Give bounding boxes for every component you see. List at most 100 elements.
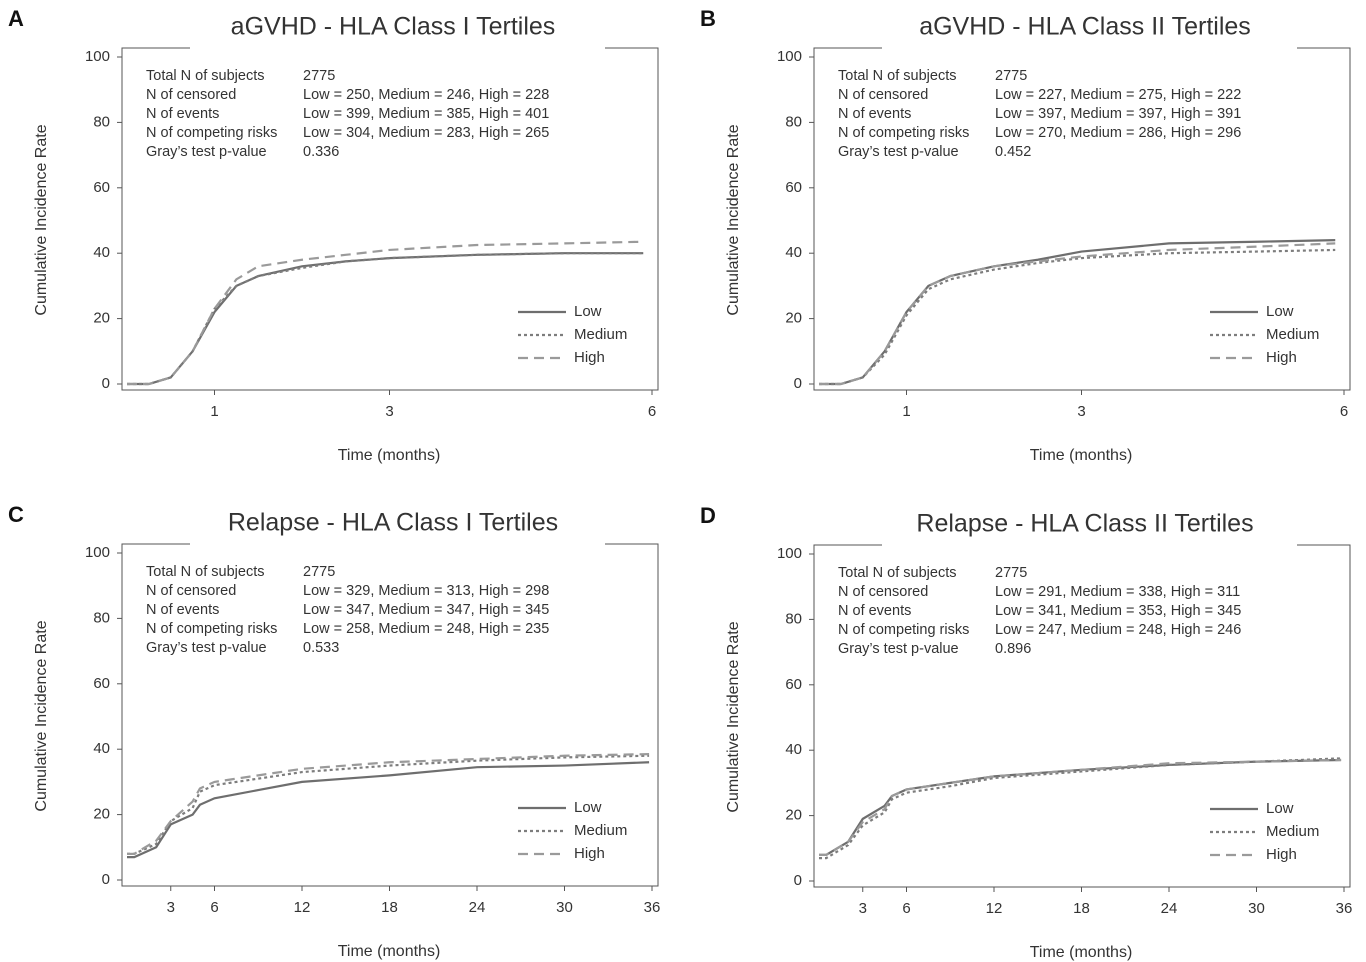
x-tick-label: 24 bbox=[469, 899, 486, 916]
legend-label: Low bbox=[1266, 800, 1294, 817]
y-tick-label: 100 bbox=[777, 545, 802, 562]
y-tick-label: 100 bbox=[85, 48, 110, 65]
y-tick-label: 80 bbox=[785, 113, 802, 130]
chart-title: aGVHD - HLA Class I Tertiles bbox=[231, 13, 556, 41]
panel-label: C bbox=[8, 502, 24, 527]
stat-label: N of competing risks bbox=[838, 125, 969, 141]
stat-value: Low = 247, Medium = 248, High = 246 bbox=[995, 622, 1241, 638]
stat-label: Gray’s test p-value bbox=[838, 144, 959, 160]
stat-label: Total N of subjects bbox=[838, 68, 956, 84]
stat-value: 2775 bbox=[303, 68, 335, 84]
y-tick-label: 40 bbox=[785, 244, 802, 261]
series-line bbox=[819, 248, 1336, 386]
title-backdrop bbox=[882, 533, 1297, 557]
y-tick-label: 80 bbox=[93, 609, 110, 626]
y-tick-label: 40 bbox=[785, 741, 802, 758]
x-tick-label: 18 bbox=[1073, 900, 1090, 917]
series-line bbox=[127, 240, 644, 386]
stat-label: Gray’s test p-value bbox=[146, 144, 267, 160]
x-axis-label: Time (months) bbox=[338, 943, 441, 960]
y-tick-label: 80 bbox=[785, 610, 802, 627]
stat-value: Low = 250, Medium = 246, High = 228 bbox=[303, 87, 549, 103]
x-axis-label: Time (months) bbox=[1030, 944, 1133, 961]
x-tick-label: 6 bbox=[648, 403, 656, 420]
stat-label: Gray’s test p-value bbox=[838, 641, 959, 657]
y-tick-label: 0 bbox=[102, 375, 110, 392]
series-line bbox=[819, 758, 1342, 856]
y-tick-label: 60 bbox=[93, 675, 110, 692]
x-tick-label: 24 bbox=[1161, 900, 1178, 917]
x-tick-label: 30 bbox=[556, 899, 573, 916]
stat-value: Low = 291, Medium = 338, High = 311 bbox=[995, 584, 1240, 600]
stat-value: Low = 347, Medium = 347, High = 345 bbox=[303, 602, 549, 618]
y-tick-label: 0 bbox=[794, 375, 802, 392]
panel-label: A bbox=[8, 6, 24, 31]
x-tick-label: 36 bbox=[1336, 900, 1353, 917]
stat-value: 0.336 bbox=[303, 144, 339, 160]
y-tick-label: 20 bbox=[785, 807, 802, 824]
legend-label: Medium bbox=[574, 326, 627, 343]
stat-value: Low = 397, Medium = 397, High = 391 bbox=[995, 106, 1241, 122]
x-tick-label: 12 bbox=[986, 900, 1003, 917]
stat-value: 0.452 bbox=[995, 144, 1031, 160]
x-axis-label: Time (months) bbox=[1030, 447, 1133, 464]
x-axis-label: Time (months) bbox=[338, 447, 441, 464]
legend-label: High bbox=[574, 349, 605, 366]
chart-title: aGVHD - HLA Class II Tertiles bbox=[919, 13, 1251, 41]
y-tick-label: 80 bbox=[93, 113, 110, 130]
legend-label: Medium bbox=[1266, 326, 1319, 343]
y-axis-label: Cumulative Incidence Rate bbox=[725, 124, 742, 315]
y-axis-label: Cumulative Incidence Rate bbox=[725, 621, 742, 812]
stat-value: 2775 bbox=[303, 564, 335, 580]
stat-value: Low = 304, Medium = 283, High = 265 bbox=[303, 125, 549, 141]
series-line bbox=[819, 757, 1342, 860]
stat-label: N of events bbox=[146, 602, 219, 618]
series-line bbox=[127, 252, 644, 386]
stat-label: Total N of subjects bbox=[146, 564, 264, 580]
y-tick-label: 0 bbox=[794, 872, 802, 889]
x-tick-label: 3 bbox=[385, 403, 393, 420]
title-backdrop bbox=[190, 36, 605, 60]
stat-label: N of censored bbox=[146, 87, 236, 103]
stat-value: Low = 270, Medium = 286, High = 296 bbox=[995, 125, 1241, 141]
stat-label: Total N of subjects bbox=[146, 68, 264, 84]
panel: D Relapse - HLA Class II Tertiles Time (mo… bbox=[700, 503, 1352, 961]
x-tick-label: 3 bbox=[1077, 403, 1085, 420]
x-tick-label: 3 bbox=[859, 900, 867, 917]
stat-label: Gray’s test p-value bbox=[146, 640, 267, 656]
chart-title: Relapse - HLA Class II Tertiles bbox=[916, 510, 1253, 538]
legend-label: Low bbox=[574, 799, 602, 816]
legend-label: High bbox=[1266, 349, 1297, 366]
panel: C Relapse - HLA Class I Tertiles Time (mon… bbox=[8, 502, 660, 960]
x-tick-label: 30 bbox=[1248, 900, 1265, 917]
series-line bbox=[127, 252, 644, 386]
y-tick-label: 100 bbox=[85, 544, 110, 561]
stat-value: 0.533 bbox=[303, 640, 339, 656]
stat-value: Low = 341, Medium = 353, High = 345 bbox=[995, 603, 1241, 619]
stat-label: N of competing risks bbox=[838, 622, 969, 638]
stat-label: N of competing risks bbox=[146, 621, 277, 637]
title-backdrop bbox=[882, 36, 1297, 60]
stat-label: Total N of subjects bbox=[838, 565, 956, 581]
stat-value: Low = 329, Medium = 313, High = 298 bbox=[303, 583, 549, 599]
legend-label: Medium bbox=[1266, 823, 1319, 840]
legend-label: Medium bbox=[574, 822, 627, 839]
legend-label: Low bbox=[1266, 303, 1294, 320]
series-line bbox=[127, 753, 650, 855]
stat-label: N of censored bbox=[838, 584, 928, 600]
legend-label: High bbox=[1266, 846, 1297, 863]
stat-label: N of censored bbox=[146, 583, 236, 599]
series-line bbox=[819, 242, 1336, 386]
y-tick-label: 0 bbox=[102, 871, 110, 888]
y-tick-label: 20 bbox=[785, 310, 802, 327]
stat-value: Low = 227, Medium = 275, High = 222 bbox=[995, 87, 1241, 103]
y-tick-label: 40 bbox=[93, 244, 110, 261]
stat-value: 2775 bbox=[995, 565, 1027, 581]
x-tick-label: 6 bbox=[1340, 403, 1348, 420]
stat-label: N of events bbox=[838, 106, 911, 122]
stat-label: N of competing risks bbox=[146, 125, 277, 141]
stat-value: 2775 bbox=[995, 68, 1027, 84]
